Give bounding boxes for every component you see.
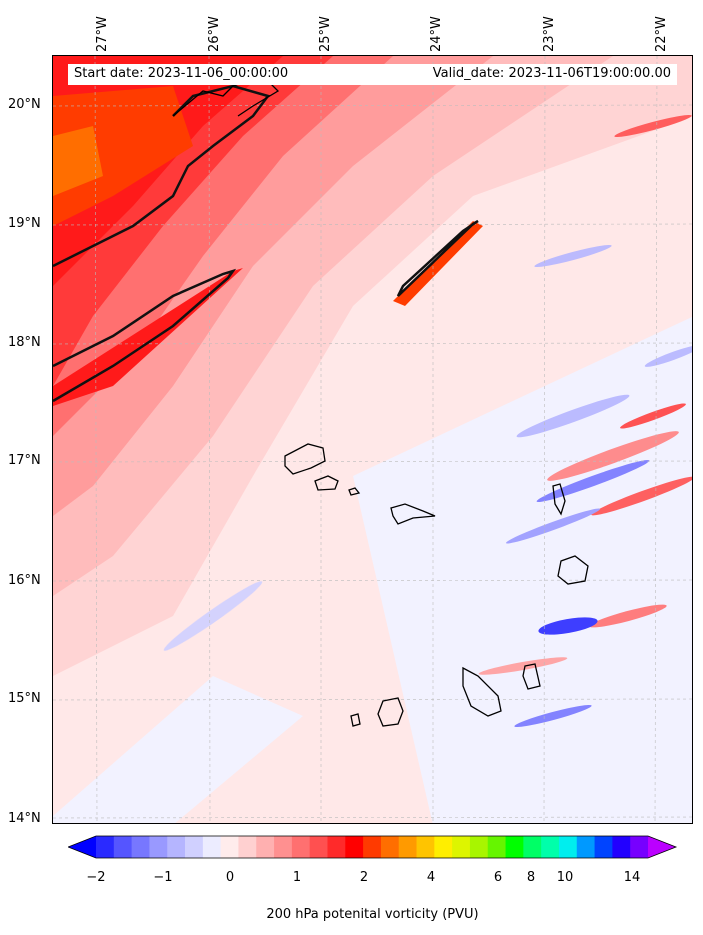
colorbar-tick-label: 10 [556, 870, 574, 885]
colorbar-tick-label: −2 [86, 870, 106, 885]
pv-field [53, 56, 692, 823]
colorbar-tick-label: 8 [526, 870, 536, 885]
colorbar-tick-label: 2 [359, 870, 369, 885]
lon-label-27w: 27°W [95, 16, 110, 52]
colorbar-tick-label: 1 [292, 870, 302, 885]
colorbar-title: 200 hPa potenital vorticity (PVU) [266, 907, 479, 922]
lat-label-16n: 16°N [8, 573, 41, 588]
lon-label-22w: 22°W [654, 16, 669, 52]
lat-label-19n: 19°N [8, 216, 41, 231]
lon-label-23w: 23°W [542, 16, 557, 52]
colorbar-tick-label: 14 [623, 870, 641, 885]
colorbar-tick-label: 6 [493, 870, 503, 885]
colorbar-tick-label: 0 [225, 870, 235, 885]
colorbar [68, 835, 678, 859]
coastlines [172, 75, 589, 727]
lon-label-24w: 24°W [429, 16, 444, 52]
lat-label-18n: 18°N [8, 335, 41, 350]
colorbar-tick-label: −1 [153, 870, 173, 885]
lat-label-14n: 14°N [8, 811, 41, 826]
colorbar-tick-label: 4 [426, 870, 436, 885]
lat-label-20n: 20°N [8, 97, 41, 112]
start-date-text: Start date: 2023-11-06_00:00:00 [74, 66, 289, 81]
valid-date-text: Valid_date: 2023-11-06T19:00:00.00 [432, 66, 671, 81]
date-info-bar: Start date: 2023-11-06_00:00:00 Valid_da… [68, 64, 677, 85]
lat-label-17n: 17°N [8, 453, 41, 468]
lon-label-25w: 25°W [318, 16, 333, 52]
lon-label-26w: 26°W [207, 16, 222, 52]
map-panel [52, 55, 693, 824]
pv2-contours [53, 84, 479, 403]
lat-label-15n: 15°N [8, 691, 41, 706]
